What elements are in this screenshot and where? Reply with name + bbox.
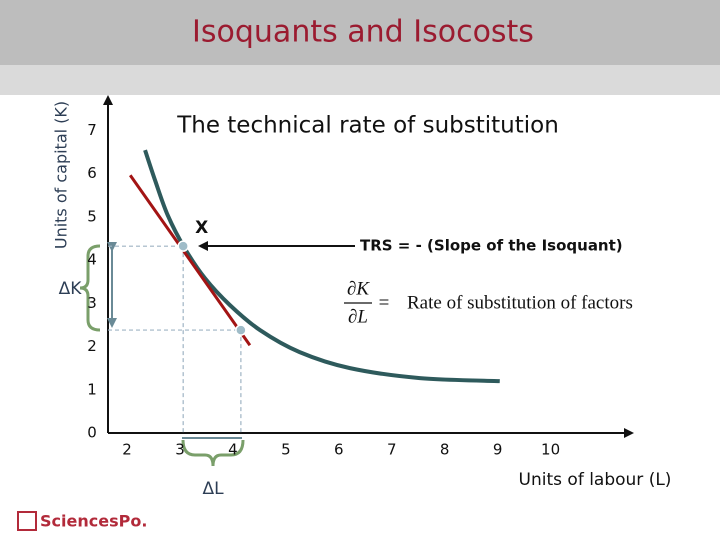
point [235,324,247,336]
y-tick-label: 7 [87,121,97,139]
point [177,240,189,252]
y-axis-label: Units of capital (K) [52,101,71,249]
logo-icon [17,511,37,531]
y-tick-label: 0 [87,424,97,442]
y-tick-label: 3 [87,294,97,312]
y-tick-label: 2 [87,337,97,355]
x-tick-label: 7 [387,441,397,459]
x-tick-label: 4 [228,441,238,459]
x-tick-label: 10 [541,441,560,459]
x-axis-label: Units of labour (L) [519,470,672,490]
x-tick-label: 8 [440,441,450,459]
y-tick-label: 6 [87,164,97,182]
title-band [0,0,720,65]
formula: ∂K ∂L = Rate of substitution of factors [344,278,633,327]
x-tick-label: 9 [493,441,503,459]
x-tick-label: 2 [122,441,132,459]
y-tick-label: 5 [87,207,97,225]
delta-k-label: ΔK [59,279,83,299]
x-tick-label: 3 [175,441,185,459]
delta-l-brace [181,439,245,467]
x-tick-label: 5 [281,441,291,459]
tangent-line [129,174,252,347]
y-tick-label: 1 [87,380,97,398]
x-tick-label: 6 [334,441,344,459]
y-tick-label: 4 [87,251,97,269]
delta-l-label: ΔL [202,479,224,499]
formula-equals: = [379,292,390,313]
formula-text: Rate of substitution of factors [407,292,633,313]
subtitle: The technical rate of substitution [176,113,559,139]
trs-label: TRS = - (Slope of the Isoquant) [360,237,623,255]
slide-title: Isoquants and Isocosts [192,15,534,50]
formula-denominator: ∂L [348,306,368,327]
formula-numerator: ∂K [347,278,370,299]
delta-k-brace [79,244,101,332]
point-label: X [195,218,208,238]
sub-band [0,65,720,95]
isoquant-curve [143,149,500,384]
logo: SciencesPo. [40,512,147,531]
